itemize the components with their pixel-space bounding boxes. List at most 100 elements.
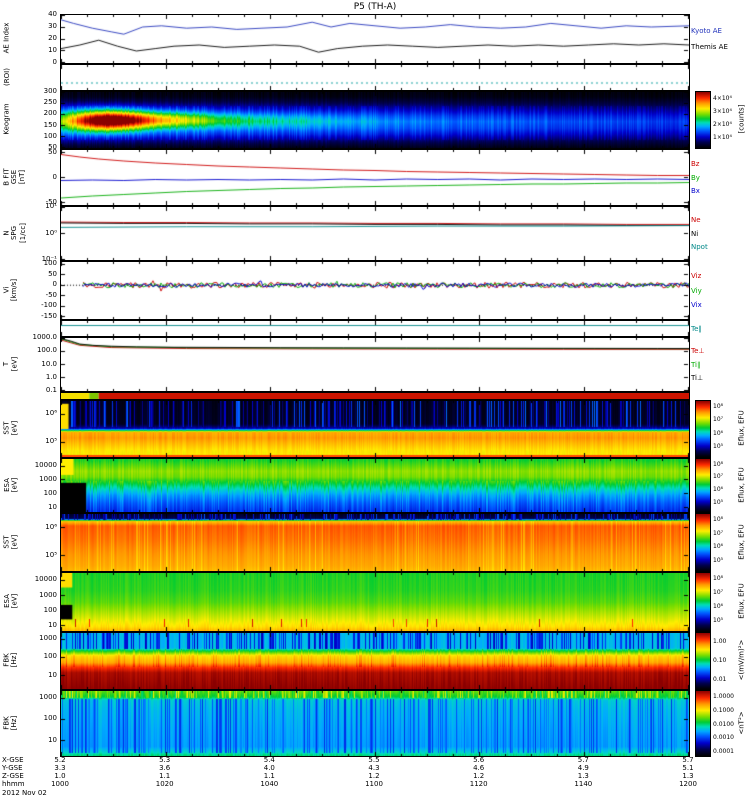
x-tick-value: 5.5 [368, 756, 380, 764]
y-tick-label: 10 [48, 621, 57, 630]
y-tick-label: 0.1 [45, 386, 57, 394]
panel-esa_ion-colorbar [695, 458, 711, 513]
colorbar-tick-label: 10⁵ [713, 556, 724, 564]
x-tick-value: 5.4 [263, 756, 275, 764]
left-axis-label-text: [eV] [10, 420, 19, 436]
colorbar-unit-label: Eflux, EFU [737, 572, 746, 630]
y-tick-label: 10000 [34, 460, 57, 469]
axis-row-label: Y-GSE [2, 764, 23, 772]
colorbar-unit-label: <nT²> [737, 690, 746, 755]
panel-fbk_b-colorbar [695, 690, 711, 757]
x-tick-value: 5.3 [159, 756, 171, 764]
colorbar-tick-label: 1×10⁴ [713, 133, 732, 141]
left-axis-label: [eV] [10, 513, 19, 570]
colorbar-unit-text: Eflux, EFU [737, 410, 746, 446]
x-tick-value: 1.2 [368, 772, 380, 780]
y-tick-label: 1.0 [45, 372, 57, 381]
y-tick-label: 30 [48, 22, 57, 30]
y-tick-label: 10 [48, 735, 57, 744]
left-axis-label: [km/s] [10, 261, 19, 318]
colorbar-tick-label: 10⁶ [713, 486, 724, 494]
y-tick-label: 40 [48, 10, 57, 18]
panel-sst_elec-plot [60, 513, 690, 572]
y-tick-label: 200 [43, 109, 57, 118]
left-axis-label-text: AE Index [2, 22, 11, 54]
y-tick-label: 1000 [39, 590, 57, 599]
panel-esa_elec-colorbar [695, 572, 711, 632]
axis-row-label: Z-GSE [2, 772, 24, 780]
y-tick-label: 10.0 [41, 359, 57, 368]
y-tick-label: 10 [48, 46, 57, 54]
colorbar-tick-label: 0.0100 [713, 720, 734, 728]
page-title: P5 (TH-A) [353, 2, 397, 12]
y-tick-label: 300 [43, 87, 57, 95]
y-tick-label: 150 [43, 120, 57, 129]
left-axis-label-text: [Hz] [10, 652, 19, 668]
panel-roi-plot [60, 64, 690, 91]
y-tick-label: 100 [43, 714, 57, 723]
panel-esa_ion-plot [60, 458, 690, 513]
left-axis-label-text: [km/s] [10, 278, 19, 301]
panel-sst_elec-colorbar [695, 513, 711, 572]
y-tick-label: 10⁶ [45, 522, 57, 531]
panel-keogram-plot [60, 91, 690, 149]
panel-temperature-plot [60, 337, 690, 392]
panel-tepar-plot [60, 320, 690, 337]
colorbar-tick-label: 10⁶ [713, 602, 724, 610]
colorbar-tick-label: 10⁸ [713, 574, 724, 582]
series-label-temperature: Te⊥ [691, 347, 705, 356]
y-tick-label: 10⁰ [45, 228, 57, 237]
left-axis-label: [eV] [10, 400, 19, 456]
y-tick-label: 100.0 [36, 346, 57, 355]
colorbar-unit-label: Eflux, EFU [737, 458, 746, 511]
series-label-bfit: Bx [691, 187, 700, 196]
series-label-density: Ni [691, 229, 699, 238]
x-tick-value: 1140 [574, 780, 593, 788]
series-label-temperature: Ti⊥ [691, 373, 704, 382]
series-label-density: Npot [691, 242, 708, 251]
x-tick-value: 4.0 [263, 764, 275, 772]
x-tick-value: 5.7 [577, 756, 589, 764]
series-label-ae: Kyoto AE [691, 27, 722, 35]
x-tick-value: 1200 [679, 780, 697, 788]
y-tick-label: -150 [41, 311, 57, 320]
x-tick-value: 5.2 [54, 756, 66, 764]
colorbar-tick-label: 0.0001 [713, 747, 734, 755]
colorbar-unit-label: Eflux, EFU [737, 513, 746, 570]
panel-bfit-plot [60, 149, 690, 206]
y-tick-label: 10⁻¹ [41, 255, 57, 263]
left-axis-label-text: (ROI) [2, 67, 11, 86]
colorbar-tick-label: 10⁸ [713, 402, 724, 410]
x-tick-value: 1040 [260, 780, 279, 788]
y-tick-label: 1000 [39, 474, 57, 483]
series-label-velocity: Viz [691, 272, 702, 281]
colorbar-tick-label: 10⁸ [713, 460, 724, 468]
colorbar-tick-label: 10⁶ [713, 543, 724, 551]
y-tick-label: 10⁵ [45, 437, 57, 446]
colorbar-tick-label: 0.1000 [713, 706, 734, 714]
series-label-bfit: Bz [691, 159, 700, 168]
colorbar-tick-label: 10⁷ [713, 588, 724, 596]
left-axis-label-text: [eV] [10, 356, 19, 371]
colorbar-tick-label: 4×10⁴ [713, 94, 732, 102]
axis-row-label: X-GSE [2, 756, 24, 764]
y-tick-label: 1000.0 [32, 333, 58, 341]
y-tick-label: 100 [43, 488, 57, 497]
y-tick-label: 50 [48, 147, 57, 156]
colorbar-unit-text: Eflux, EFU [737, 583, 746, 619]
colorbar-tick-label: 10⁵ [713, 443, 724, 451]
x-tick-value: 4.6 [473, 764, 485, 772]
left-axis-label: [eV] [10, 572, 19, 630]
x-tick-value: 3.3 [54, 764, 66, 772]
y-tick-label: 250 [43, 98, 57, 107]
y-tick-label: 10⁶ [45, 409, 57, 418]
x-tick-value: 1000 [51, 780, 69, 788]
left-axis-label: AE Index [2, 14, 11, 62]
y-tick-label: 0 [52, 172, 57, 181]
series-label-bfit: By [691, 173, 700, 182]
panel-keogram-colorbar [695, 91, 711, 149]
x-tick-value: 5.7 [682, 756, 694, 764]
x-tick-value: 1100 [365, 780, 383, 788]
colorbar-tick-label: 1.00 [713, 637, 727, 645]
